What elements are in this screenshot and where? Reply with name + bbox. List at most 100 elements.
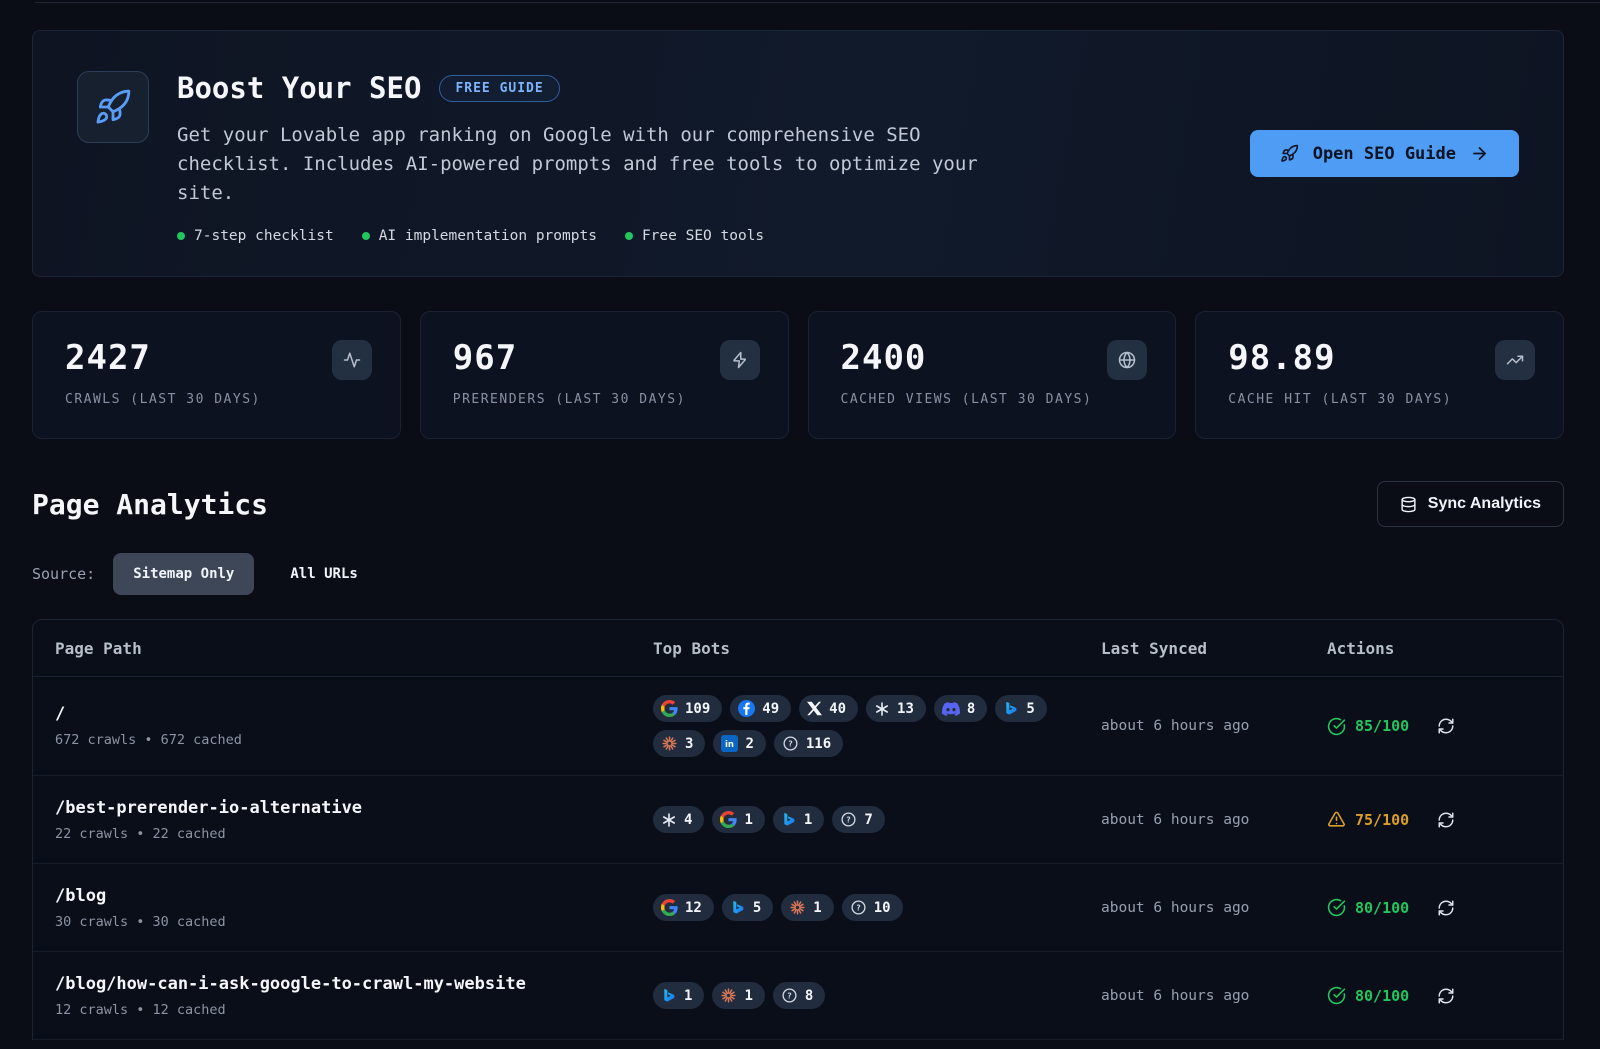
unknown-bot-pill: ? 10 xyxy=(841,894,903,921)
openai-bot-pill: 4 xyxy=(653,806,705,833)
bot-count: 7 xyxy=(864,811,873,828)
google-bot-pill: 1 xyxy=(712,806,765,833)
seo-score[interactable]: 80/100 xyxy=(1327,986,1409,1005)
bullet-dot-icon xyxy=(624,232,633,240)
svg-text:?: ? xyxy=(788,738,793,748)
bot-count: 109 xyxy=(685,700,711,717)
openai-bot-pill: 13 xyxy=(866,695,926,722)
sync-analytics-button[interactable]: Sync Analytics xyxy=(1376,481,1564,527)
feature-label: AI implementation prompts xyxy=(378,228,597,244)
crawl-meta: 12 crawls • 12 cached xyxy=(55,1001,226,1018)
rocket-icon xyxy=(77,71,149,143)
x-bot-icon xyxy=(807,701,823,716)
seo-score[interactable]: 75/100 xyxy=(1327,810,1409,829)
claude-bot-pill: 3 xyxy=(653,730,706,757)
source-option-sitemap-only[interactable]: Sitemap Only xyxy=(113,553,255,595)
actions-cell: 75/100 xyxy=(1327,809,1563,831)
refresh-button[interactable] xyxy=(1435,715,1457,737)
stat-value: 2400 xyxy=(840,338,927,378)
seo-score[interactable]: 85/100 xyxy=(1327,717,1409,736)
bot-count: 116 xyxy=(805,735,832,752)
stat-cards: 2427 CRAWLS (LAST 30 DAYS) 967 PRERENDER… xyxy=(32,311,1564,439)
refresh-button[interactable] xyxy=(1435,809,1457,831)
svg-text:?: ? xyxy=(846,814,851,824)
bot-count: 1 xyxy=(744,811,753,828)
bot-count: 3 xyxy=(685,735,694,752)
score-value: 80/100 xyxy=(1355,986,1410,1005)
last-synced: about 6 hours ago xyxy=(1101,987,1250,1004)
claude-bot-icon xyxy=(789,899,806,916)
table-row: /blog 30 crawls • 30 cached 12 5 1? 10 about 6… xyxy=(33,864,1563,952)
bullet-dot-icon xyxy=(361,232,370,240)
actions-cell: 80/100 xyxy=(1327,985,1563,1007)
bot-count: 12 xyxy=(685,899,702,916)
bot-count: 4 xyxy=(684,811,693,828)
page-path-cell: / 672 crawls • 672 cached xyxy=(55,704,653,748)
unknown-bot-pill: ? 116 xyxy=(773,730,844,757)
crawl-meta: 672 crawls • 672 cached xyxy=(55,732,242,748)
refresh-button[interactable] xyxy=(1435,985,1457,1007)
feature-label: 7-step checklist xyxy=(194,228,334,244)
bing-bot-pill: 5 xyxy=(721,894,774,921)
stat-label: CACHED VIEWS (LAST 30 DAYS) xyxy=(840,392,1093,407)
stat-card-crawls: 2427 CRAWLS (LAST 30 DAYS) xyxy=(32,311,401,439)
page-path: /blog/how-can-i-ask-google-to-crawl-my-w… xyxy=(55,973,526,994)
stat-value: 967 xyxy=(452,338,518,378)
unknown-bot-icon: ? xyxy=(850,899,867,916)
stat-card-cached-views: 2400 CACHED VIEWS (LAST 30 DAYS) xyxy=(807,311,1177,439)
banner-title: Boost Your SEO xyxy=(177,71,422,105)
stat-value: 2427 xyxy=(65,338,151,378)
bot-count: 8 xyxy=(966,700,976,717)
bot-count: 1 xyxy=(684,987,693,1004)
stat-label: CACHE HIT (LAST 30 DAYS) xyxy=(1228,392,1453,407)
claude-bot-pill: 1 xyxy=(712,982,765,1009)
feature-item: AI implementation prompts xyxy=(361,228,597,244)
table-row: /blog/how-can-i-ask-google-to-crawl-my-w… xyxy=(33,952,1563,1040)
page-path-cell: /blog 30 crawls • 30 cached xyxy=(55,886,653,930)
discord-bot-icon xyxy=(941,700,960,718)
unknown-bot-icon: ? xyxy=(781,987,798,1004)
page-path: /blog xyxy=(55,885,107,906)
top-bots-cell: 12 5 1 ? 10 xyxy=(653,894,1101,921)
page-path-cell: /best-prerender-io-alternative 22 crawls … xyxy=(55,798,653,842)
top-bots-cell: 1 1? 8 xyxy=(653,982,1101,1009)
stat-card-prerenders: 967 PRERENDERS (LAST 30 DAYS) xyxy=(419,311,789,439)
claude-bot-icon xyxy=(661,735,678,752)
bot-count: 49 xyxy=(762,700,780,717)
facebook-bot-pill: 49 xyxy=(730,695,792,722)
x-bot-pill: 40 xyxy=(799,695,859,722)
google-bot-icon xyxy=(661,899,678,916)
google-bot-icon xyxy=(661,700,678,717)
svg-text:?: ? xyxy=(856,902,861,912)
seo-score[interactable]: 80/100 xyxy=(1327,898,1409,917)
refresh-button[interactable] xyxy=(1435,897,1457,919)
top-bots-cell: 4 1 1? 7 xyxy=(653,806,1101,833)
database-icon xyxy=(1400,496,1417,513)
open-seo-guide-button[interactable]: Open SEO Guide xyxy=(1249,130,1519,177)
feature-item: Free SEO tools xyxy=(624,228,764,244)
unknown-bot-icon: ? xyxy=(840,811,857,828)
column-page-path: Page Path xyxy=(55,638,142,658)
claude-bot-pill: 1 xyxy=(781,894,834,921)
crawl-meta: 22 crawls • 22 cached xyxy=(55,825,226,842)
page-path: / xyxy=(55,704,66,724)
source-option-all-urls[interactable]: All URLs xyxy=(272,553,375,595)
globe-icon xyxy=(1107,340,1148,380)
bot-count: 5 xyxy=(752,899,762,916)
linkedin-bot-icon: in xyxy=(721,735,739,752)
page-title: Page Analytics xyxy=(32,487,269,521)
check-circle-icon xyxy=(1327,717,1346,736)
feature-list: 7-step checklist AI implementation promp… xyxy=(177,228,996,244)
stat-label: CRAWLS (LAST 30 DAYS) xyxy=(65,392,261,407)
score-value: 80/100 xyxy=(1355,898,1410,917)
check-circle-icon xyxy=(1327,898,1346,917)
page-path: /best-prerender-io-alternative xyxy=(55,797,363,818)
stat-value: 98.89 xyxy=(1228,338,1336,378)
stat-label: PRERENDERS (LAST 30 DAYS) xyxy=(452,392,686,407)
svg-text:in: in xyxy=(725,740,734,750)
source-label: Source: xyxy=(32,565,96,583)
unknown-bot-pill: ? 7 xyxy=(832,806,885,833)
linkedin-bot-pill: in 2 xyxy=(713,730,766,757)
cta-label: Open SEO Guide xyxy=(1312,143,1456,164)
